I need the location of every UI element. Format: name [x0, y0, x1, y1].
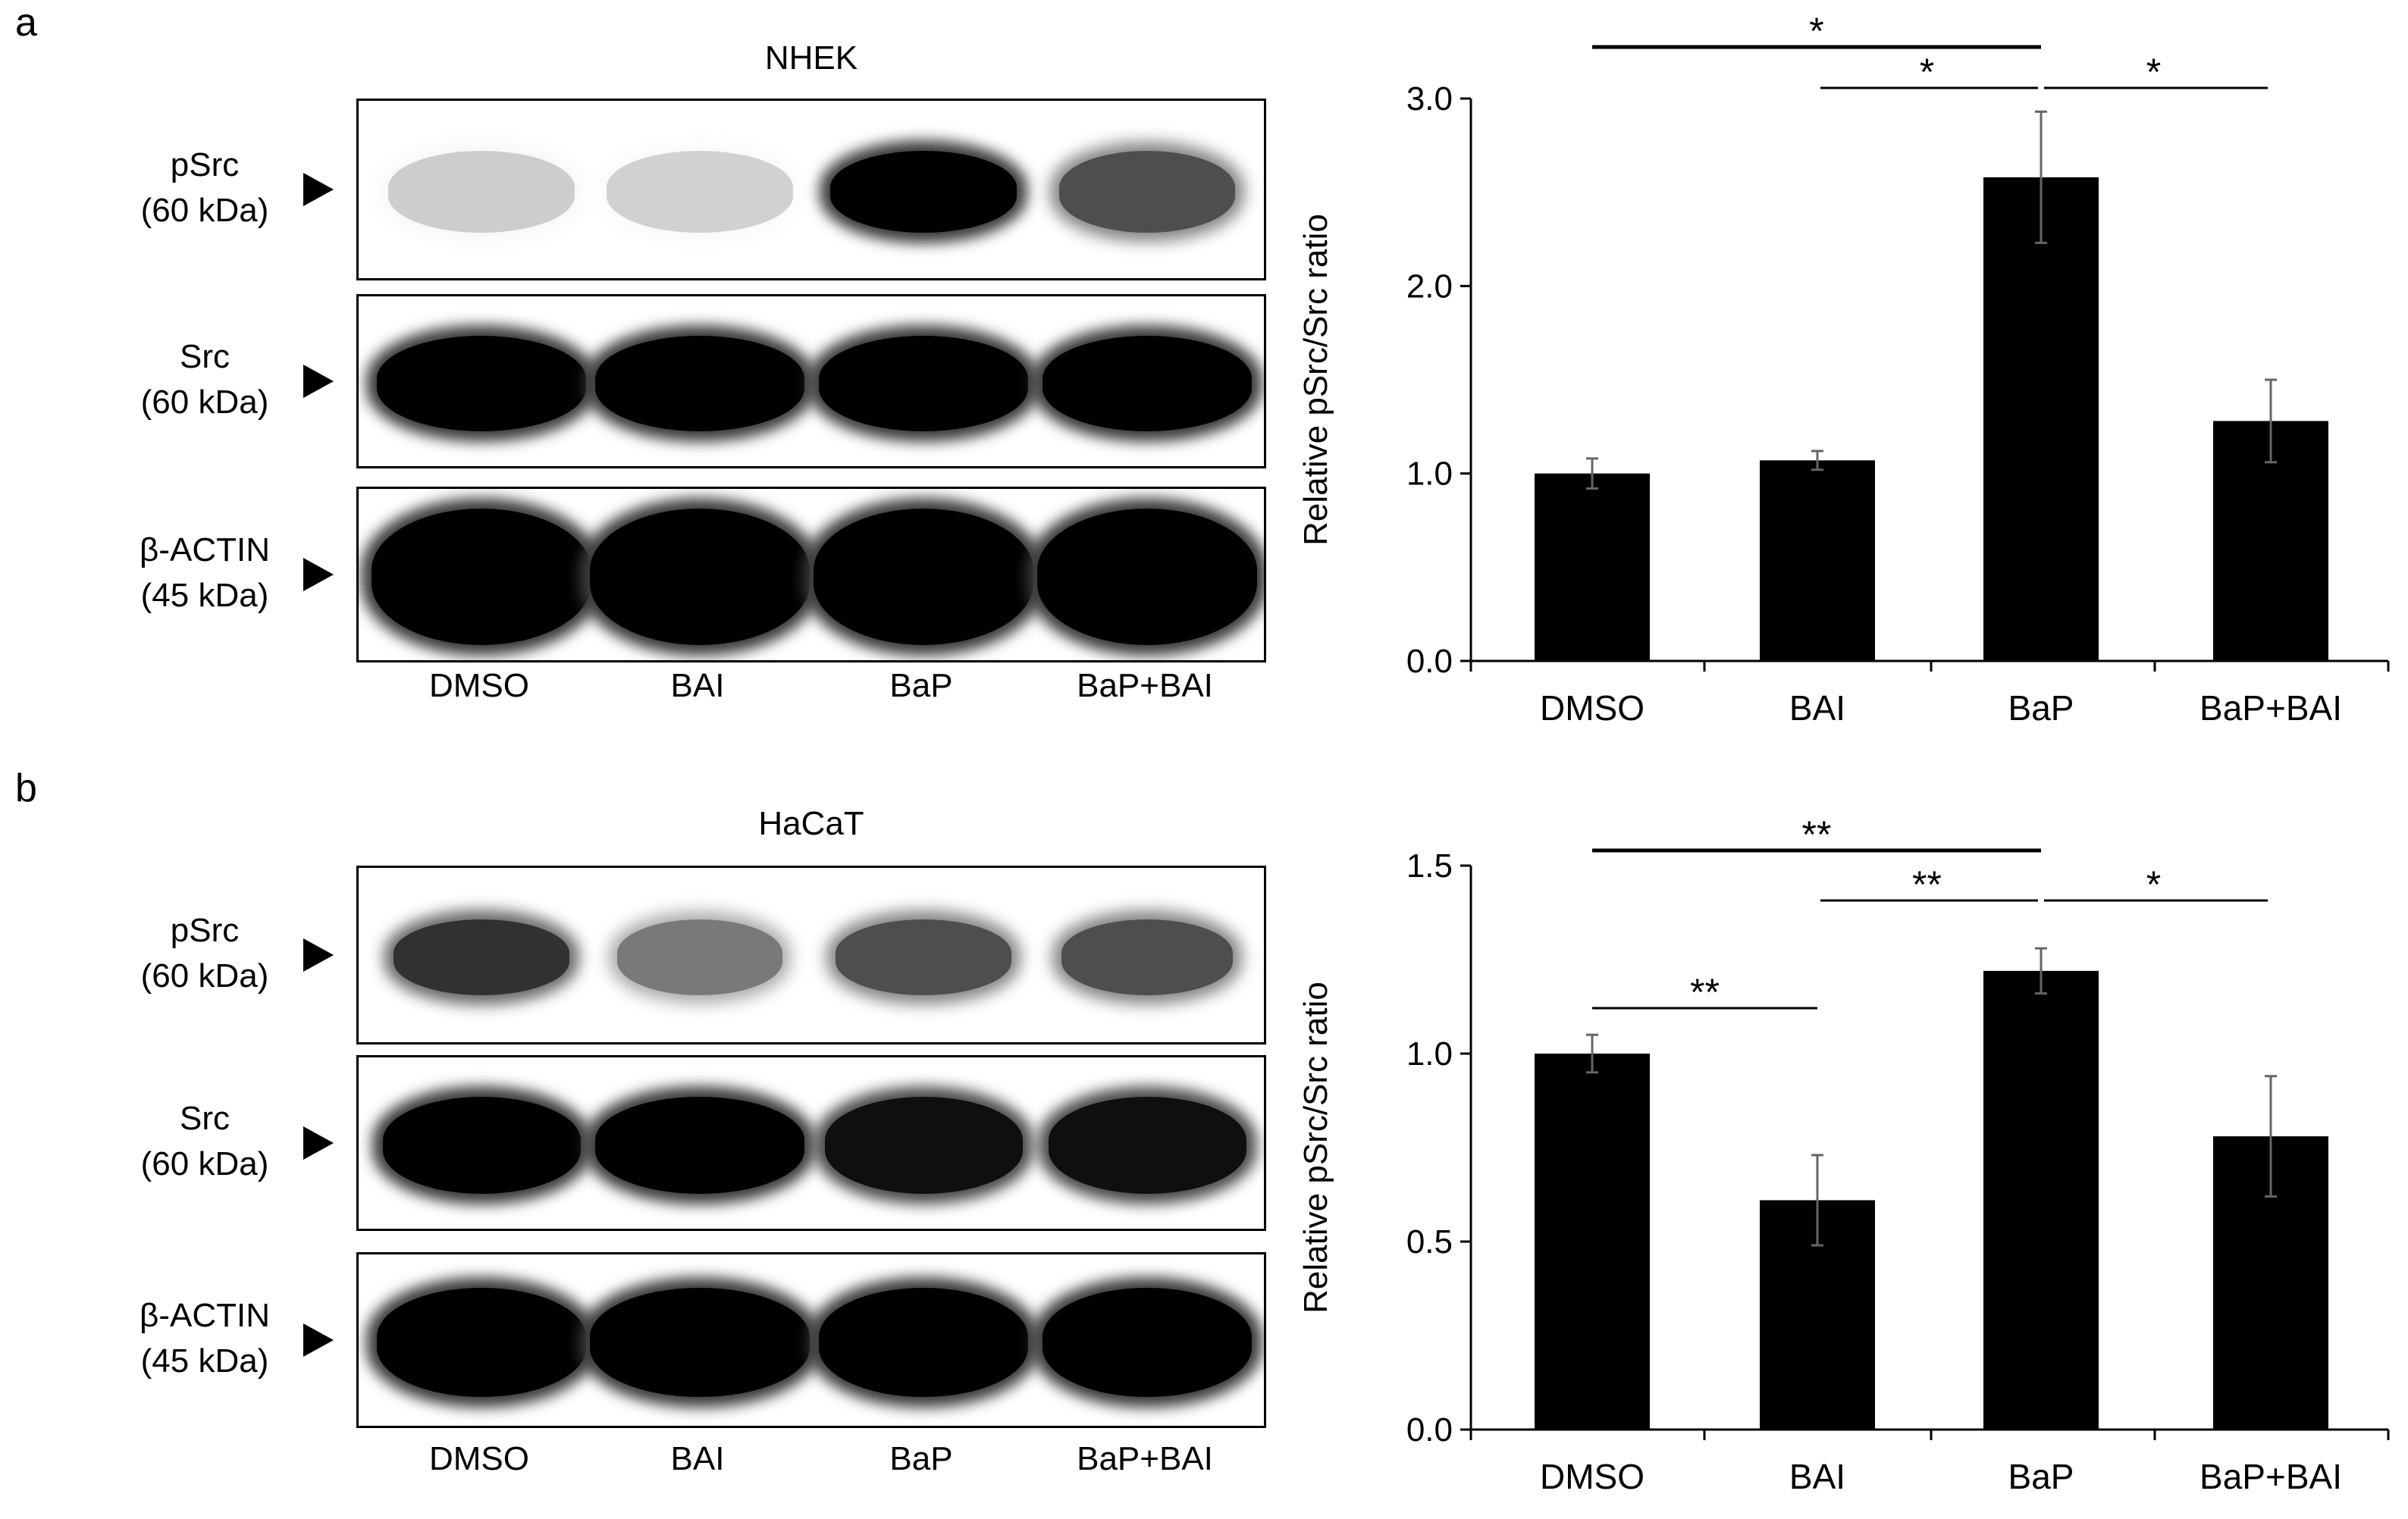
protein-name: β-ACTIN — [140, 1297, 270, 1334]
protein-name: Src — [180, 1100, 230, 1137]
lane-label: BaP+BAI — [1077, 667, 1213, 704]
panel-letter-a: a — [15, 1, 37, 45]
y-tick-label: 3.0 — [1406, 80, 1453, 117]
x-tick-label: BaP+BAI — [2199, 688, 2342, 728]
blot-band — [393, 919, 569, 995]
band-arrow-icon — [303, 558, 334, 591]
blot-row-label: Src (60 kDa) — [106, 1096, 303, 1187]
blot-box-0 — [356, 99, 1266, 280]
protein-name: pSrc — [170, 146, 240, 183]
blot-box-2 — [356, 487, 1266, 662]
y-tick-label: 1.5 — [1406, 847, 1453, 885]
x-tick-label: BAI — [1789, 1457, 1845, 1496]
blot-band — [377, 335, 586, 432]
bar-chart-a: 0.0 1.0 2.0 3.0 Relative pSrc/Src ratio DMSO B… — [1297, 10, 2390, 728]
bar — [1760, 460, 1875, 661]
x-tick-label: BaP+BAI — [2199, 1457, 2342, 1496]
protein-name: β-ACTIN — [140, 531, 270, 568]
lane-label: BaP — [889, 667, 953, 704]
protein-name: pSrc — [170, 912, 240, 949]
blot-band — [387, 151, 575, 233]
blot-band — [590, 1288, 810, 1397]
blot-box-1 — [356, 1055, 1266, 1231]
significance-label: ** — [1912, 863, 1942, 906]
blot-row-label: Src (60 kDa) — [106, 334, 303, 425]
protein-size: (60 kDa) — [140, 957, 269, 994]
blot-band — [617, 919, 782, 995]
cell-line-title-a: NHEK — [764, 39, 858, 77]
band-arrow-icon — [303, 1126, 334, 1160]
blot-band — [372, 508, 591, 646]
blot-band — [814, 508, 1033, 646]
blot-row-label: β-ACTIN (45 kDa) — [106, 1293, 303, 1384]
lane-label: BAI — [670, 1440, 725, 1477]
lane-label: BAI — [670, 667, 725, 704]
blot-band — [1059, 151, 1235, 233]
y-tick-label: 0.0 — [1406, 1411, 1453, 1449]
y-axis-label: Relative pSrc/Src ratio — [1297, 982, 1334, 1314]
blot-box-1 — [356, 294, 1266, 468]
blot-band — [590, 508, 810, 646]
bar-chart-b: 0.0 0.5 1.0 1.5 Relative pSrc/Src ratio DMSO B… — [1297, 813, 2390, 1496]
lane-label: DMSO — [429, 667, 529, 704]
protein-size: (45 kDa) — [140, 577, 269, 614]
blot-row-label: pSrc (60 kDa) — [106, 143, 303, 233]
bar — [1983, 970, 2099, 1430]
y-tick-label: 0.5 — [1406, 1223, 1453, 1261]
blot-band — [382, 1097, 581, 1194]
blot-band — [819, 1288, 1028, 1397]
protein-name: Src — [180, 338, 230, 375]
blot-band — [377, 1288, 586, 1397]
band-arrow-icon — [303, 173, 334, 206]
blot-band — [829, 151, 1017, 233]
band-arrow-icon — [303, 938, 334, 972]
bar — [1983, 177, 2099, 661]
band-arrow-icon — [303, 1323, 334, 1357]
blot-band — [836, 919, 1011, 995]
lane-label: BaP+BAI — [1077, 1440, 1213, 1477]
bar — [1535, 1054, 1650, 1430]
bar — [1535, 473, 1650, 661]
cell-line-title-b: HaCaT — [758, 805, 864, 842]
x-tick-label: BaP — [2008, 688, 2074, 728]
blot-band — [824, 1097, 1023, 1194]
protein-size: (60 kDa) — [140, 1145, 269, 1182]
blot-box-2 — [356, 1252, 1266, 1428]
x-tick-label: DMSO — [1540, 1457, 1645, 1496]
lane-label: BaP — [889, 1440, 953, 1477]
band-arrow-icon — [303, 365, 334, 398]
blot-band — [606, 151, 794, 233]
blot-band — [819, 335, 1028, 432]
blot-band — [1043, 1288, 1252, 1397]
y-tick-label: 1.0 — [1406, 456, 1453, 493]
y-tick-label: 1.0 — [1406, 1035, 1453, 1073]
blot-band — [1061, 919, 1234, 995]
y-axis-label: Relative pSrc/Src ratio — [1297, 214, 1334, 546]
significance-label: * — [2146, 863, 2161, 906]
x-tick-label: DMSO — [1540, 688, 1645, 728]
significance-label: * — [2146, 51, 2161, 93]
protein-size: (60 kDa) — [140, 192, 269, 229]
significance-label: * — [1809, 10, 1823, 52]
blot-box-0 — [356, 866, 1266, 1045]
significance-label: ** — [1802, 813, 1832, 856]
significance-label: ** — [1690, 971, 1720, 1013]
blot-band — [1043, 335, 1252, 432]
blot-row-label: pSrc (60 kDa) — [106, 908, 303, 999]
blot-band — [1037, 508, 1257, 646]
blot-row-label: β-ACTIN (45 kDa) — [106, 528, 303, 619]
y-tick-label: 2.0 — [1406, 268, 1453, 305]
panel-letter-b: b — [15, 766, 37, 810]
x-tick-label: BaP — [2008, 1457, 2074, 1496]
y-tick-label: 0.0 — [1406, 643, 1453, 680]
blot-band — [1048, 1097, 1246, 1194]
blot-band — [595, 1097, 804, 1194]
blot-band — [595, 335, 804, 432]
protein-size: (45 kDa) — [140, 1342, 269, 1380]
significance-label: * — [1920, 51, 1934, 93]
x-tick-label: BAI — [1789, 688, 1845, 728]
lane-label: DMSO — [429, 1440, 529, 1477]
protein-size: (60 kDa) — [140, 384, 269, 421]
